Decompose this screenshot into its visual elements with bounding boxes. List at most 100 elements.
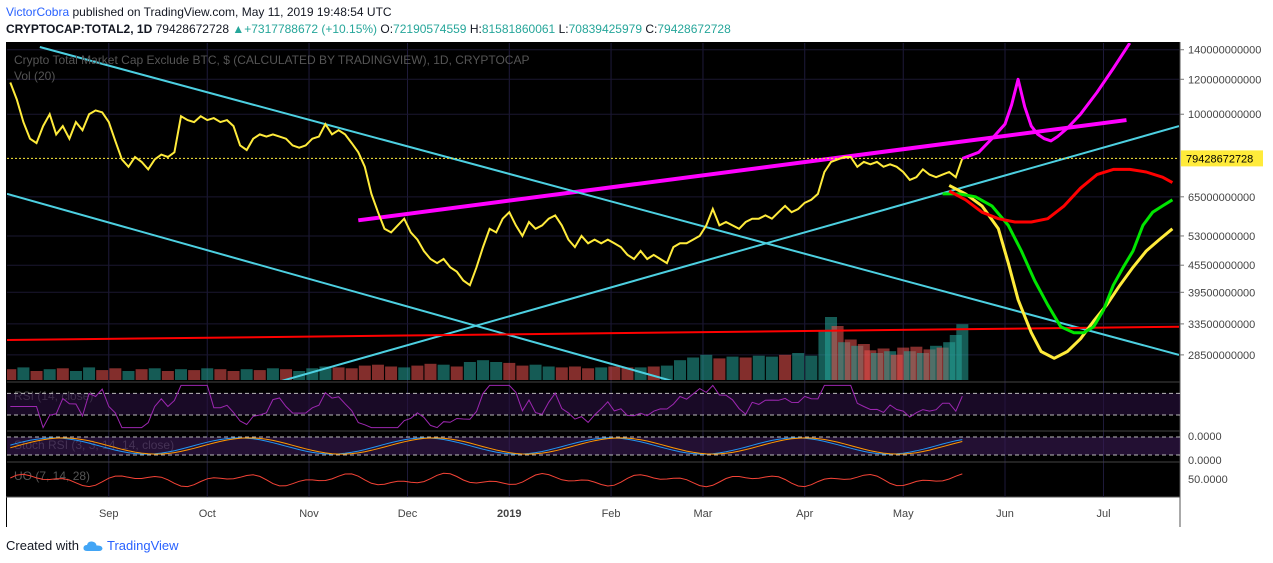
projections [942,43,1174,360]
rsi-band [7,393,1180,415]
volume-bar [673,360,686,380]
indicator-panes: RSI (14, close)Stoch RSI (3, 3, 14, 14, … [7,381,1180,488]
price-line [9,82,964,287]
volume-bars [7,317,969,380]
volume-bar [765,356,778,380]
author-link[interactable]: VictorCobra [6,5,70,19]
last-price-badge [1181,150,1263,167]
last-price-label: 79428672728 [1186,153,1253,165]
volume-bar [660,365,673,380]
volume-bar [568,366,581,380]
y-tick-label: 28500000000 [1188,350,1255,362]
volume-label: Vol (20) [14,69,55,83]
volume-bar [174,369,187,380]
volume-bar [332,367,345,380]
x-tick-label: Jun [996,508,1014,520]
change-value: +7317788672 (+10.15%) [244,22,378,36]
volume-bar [83,367,96,380]
x-tick-label: Nov [299,508,319,520]
volume-bar [201,368,214,380]
time-axis[interactable]: Sep Oct Nov Dec 2019 Feb Mar Apr May Jun Jul [99,508,1111,520]
volume-bar [582,368,595,380]
volume-bar [713,358,726,380]
volume-bar [161,371,174,380]
stoch-tick-label: 0.0000 [1188,431,1222,443]
tradingview-brand-link[interactable]: TradingView [106,538,179,553]
stoch-tick-label: 0.0000 [1188,455,1222,467]
x-tick-label: Dec [398,508,418,520]
rsi-line [10,384,963,429]
volume-bar [280,369,293,380]
x-tick-label: Mar [694,508,713,520]
y-tick-label: 53000000000 [1188,231,1255,243]
volume-bar [96,370,109,380]
uo-line [10,472,963,488]
volume-bar [752,355,765,380]
volume-bar [109,368,122,380]
volume-bar [503,362,516,380]
yellow-projection [948,184,1174,360]
volume-bar [306,368,319,380]
publish-header: VictorCobra published on TradingView.com… [6,5,392,19]
price-series [9,82,964,287]
volume-bar [17,367,30,380]
volume-bar [371,364,384,380]
volume-bar [240,369,253,380]
volume-bar [424,363,437,380]
volume-bar [214,369,227,380]
y-tick-label: 120000000000 [1188,74,1261,86]
chart-title: Crypto Total Market Cap Exclude BTC, $ (… [14,53,529,67]
volume-bar [437,364,450,380]
volume-bar [266,368,279,380]
volume-bar [7,369,17,380]
volume-bar [135,369,148,380]
time-axis-background [7,497,1180,527]
close-label: C: [645,22,658,36]
x-tick-label: Feb [602,508,621,520]
magenta-resistance [358,118,1127,223]
volume-bar [595,367,608,380]
volume-bar [726,356,739,380]
uo-tick-label: 50.0000 [1188,474,1228,486]
volume-bar [621,367,634,380]
high-label: H: [469,22,482,36]
volume-bar [385,366,398,380]
low-label: L: [558,22,569,36]
high-value: 81581860061 [481,22,556,36]
footer: Created with TradingView [6,538,179,553]
trendlines [7,46,1179,380]
x-tick-label: Oct [199,508,216,520]
cyan-support [281,125,1179,380]
symbol-name: CRYPTOCAP:TOTAL2, 1D [6,22,153,36]
volume-bar [542,366,555,380]
price-axis[interactable]: 140000000000 120000000000 100000000000 6500… [1180,45,1263,486]
x-tick-label: 2019 [497,508,521,520]
volume-bar [529,364,542,380]
y-tick-label: 65000000000 [1188,192,1255,204]
volume-bar [122,371,135,380]
indicator-label: UO (7, 14, 28) [14,469,90,483]
volume-bar [792,353,805,380]
volume-bar [687,357,700,380]
volume-bar [188,370,201,380]
change-arrow-icon: ▲ [232,22,245,36]
volume-bar [148,368,161,380]
volume-bar [227,371,240,380]
symbol-header: CRYPTOCAP:TOTAL2, 1D 79428672728 ▲+73177… [6,22,731,36]
red-volume-trend [7,325,1179,342]
x-tick-label: Apr [796,508,813,520]
tradingview-cloud-icon [83,540,103,551]
volume-bar [450,366,463,380]
open-label: O: [380,22,394,36]
volume-bar [779,354,792,380]
cyan-descending-lower [7,192,673,380]
stoch-d-line [10,437,963,455]
x-tick-label: Sep [99,508,119,520]
x-tick-label: May [893,508,914,520]
volume-bar [43,369,56,380]
volume-bar [30,371,43,380]
volume-bar [739,357,752,380]
volume-bar [516,365,529,380]
volume-bar [956,324,969,380]
